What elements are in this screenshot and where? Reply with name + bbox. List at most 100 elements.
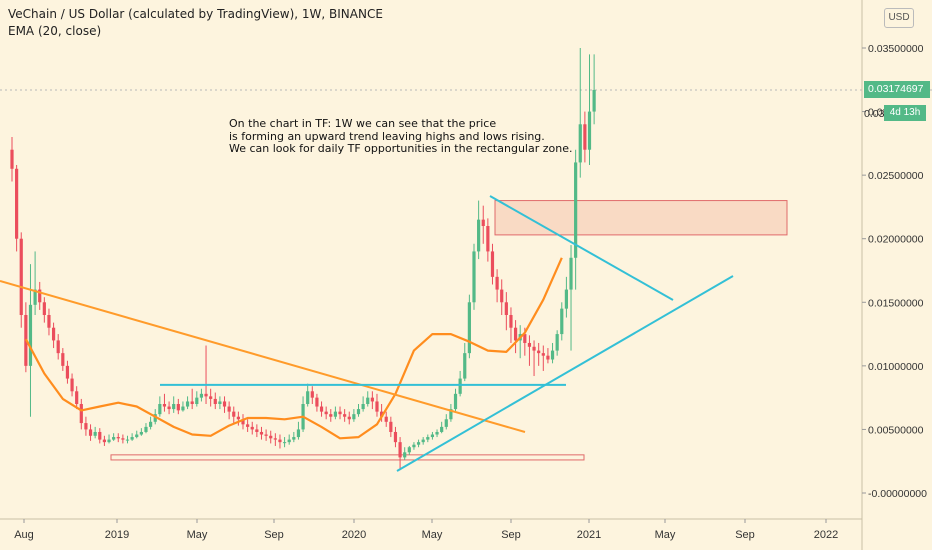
candle-body [319,406,324,412]
candle-body [444,419,448,427]
candle-body [578,124,582,163]
candle-body [333,411,337,417]
y-tick-label: 0.02000000 [868,234,924,246]
candle-body [287,439,291,443]
candle-body [504,302,508,315]
candle-body [546,355,550,360]
candle-body [509,315,513,328]
candle-body [227,406,231,412]
candle-body [232,411,236,417]
price-scale-partial: 0.03 [864,108,885,120]
candle-body [112,437,116,440]
y-tick-label: 0.00500000 [868,424,924,436]
candle-body [28,304,33,366]
candle-body [47,315,51,328]
chart-title: VeChain / US Dollar (calculated by Tradi… [8,7,383,21]
candle-body [236,416,240,420]
support-zone-rect[interactable] [494,200,788,236]
candle-body [213,398,217,404]
candle-body [296,429,301,438]
ema-indicator-label[interactable]: EMA (20, close) [8,24,102,38]
last-price-tag: 0.03174697 [864,81,930,98]
candle-body [592,89,596,112]
candle-body [93,431,97,436]
ascending-support-line[interactable] [396,275,734,472]
currency-badge[interactable]: USD [884,8,914,28]
candle-body [486,226,490,252]
candle-body [79,404,83,424]
chart-annotation: On the chart in TF: 1W we can see that t… [229,117,573,156]
candle-body [56,340,60,354]
x-tick-label: Sep [264,529,284,541]
candle-body [121,438,125,440]
candle-body [393,431,398,443]
candle-body [403,452,407,458]
candle-body [329,414,333,417]
candle-body [264,434,268,436]
candle-body [347,416,351,420]
candle-body [102,439,106,443]
candle-body [555,334,559,351]
y-tick-label: 0.03500000 [868,43,924,55]
candle-body [218,401,222,404]
candle-body [42,302,46,315]
candle-body [574,162,578,258]
candle-body [88,429,93,436]
candle-body [426,437,430,440]
candle-body [70,378,74,392]
candle-body [130,437,134,440]
candle-body [541,353,545,356]
candle-body [380,411,384,417]
candle-body [199,393,204,398]
candle-body [135,434,139,438]
candle-body [352,414,356,420]
triangle-top-line[interactable] [489,195,674,301]
candle-body [527,342,532,347]
candle-body [449,409,453,420]
candle-body [375,401,379,412]
candle-body [33,289,37,305]
candle-body [172,404,176,410]
candle-body [537,350,541,354]
y-tick-label: -0.00000000 [868,488,927,500]
candle-body [453,393,458,410]
x-tick-label: Aug [14,529,34,541]
bottom-zone-rect[interactable] [110,454,585,461]
candle-body [477,219,481,252]
descending-trendline[interactable] [0,280,526,433]
candle-body [292,437,296,440]
candle-body [440,426,444,432]
candle-body [282,442,287,444]
y-tick-label: 0.02500000 [868,170,924,182]
y-tick-label: 0.01500000 [868,297,924,309]
candle-body [564,289,568,309]
candle-body [523,334,527,343]
y-tick-label: 0.01000000 [868,361,924,373]
x-tick-label: May [655,529,676,541]
candle-body [384,416,388,422]
candle-body [315,397,319,407]
x-tick-label: 2019 [105,529,129,541]
candle-body [472,251,476,303]
candle-body [269,435,273,439]
annotation-line-3: We can look for daily TF opportunities i… [229,142,573,155]
candle-body [107,439,111,443]
candle-body [278,439,282,443]
candle-body [416,442,421,445]
candle-body [222,401,227,407]
candle-body [19,238,23,315]
candle-body [176,404,180,411]
candle-body [356,409,361,415]
candle-body [467,302,471,354]
candle-body [153,414,157,422]
candle-body [583,124,587,150]
candle-body [38,289,42,303]
candle-body [398,442,402,458]
candle-body [250,426,254,430]
candle-body [412,444,416,448]
x-tick-label: May [187,529,208,541]
candle-body [209,396,213,399]
candle-body [513,327,518,341]
candle-body [15,168,19,239]
